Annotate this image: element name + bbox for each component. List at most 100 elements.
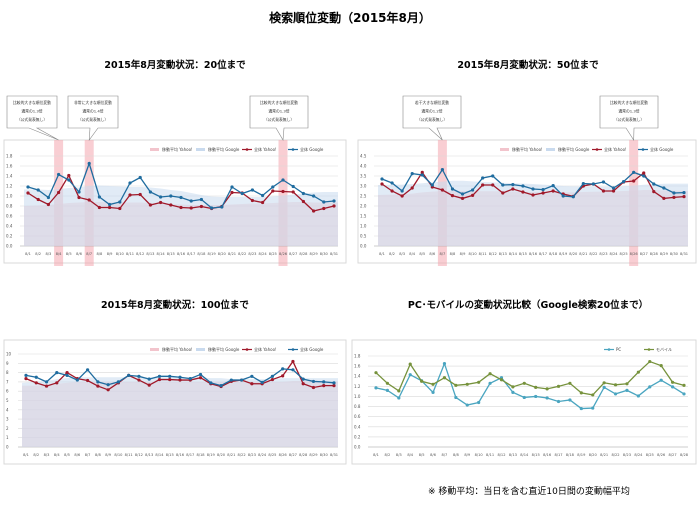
point-google xyxy=(531,187,535,191)
point-google xyxy=(430,183,434,187)
x-tick-label: 8/29 xyxy=(660,252,669,256)
point-google xyxy=(332,381,336,385)
point-yahoo xyxy=(77,195,81,200)
point-yahoo xyxy=(301,199,305,204)
x-tick-label: 8/12 xyxy=(497,453,505,457)
point-yahoo xyxy=(291,359,295,364)
point-yahoo xyxy=(270,377,274,382)
point-google xyxy=(108,202,112,207)
point-google xyxy=(260,380,264,384)
point-mobile xyxy=(420,379,424,383)
x-tick-label: 8/1 xyxy=(379,252,385,256)
x-tick-label: 8/25 xyxy=(269,252,277,256)
point-yahoo xyxy=(521,190,525,194)
point-yahoo xyxy=(460,196,465,200)
point-google xyxy=(332,199,336,203)
x-tick-label: 8/18 xyxy=(566,453,575,457)
x-tick-label: 8/1 xyxy=(373,453,379,457)
point-google xyxy=(291,184,295,189)
point-yahoo xyxy=(501,191,505,195)
point-google xyxy=(662,186,666,190)
x-tick-label: 8/23 xyxy=(248,252,256,256)
point-mobile xyxy=(591,393,595,397)
point-yahoo xyxy=(250,198,254,203)
y-tick-label: 3.0 xyxy=(360,184,367,189)
point-google xyxy=(420,173,424,177)
point-google xyxy=(491,174,495,178)
point-yahoo xyxy=(189,206,193,210)
legend-label: PC xyxy=(616,347,621,352)
legend-swatch xyxy=(546,148,555,151)
x-tick-label: 8/15 xyxy=(167,252,175,256)
point-mobile xyxy=(477,380,481,384)
x-tick-label: 8/27 xyxy=(289,252,297,256)
x-tick-label: 8/24 xyxy=(258,453,267,457)
x-tick-label: 8/10 xyxy=(469,252,478,256)
point-google xyxy=(460,192,465,196)
y-tick-label: 1.8 xyxy=(6,154,13,159)
area-google_avg xyxy=(22,377,338,447)
x-tick-label: 8/28 xyxy=(650,252,659,256)
callout-text: （公式発表無し） xyxy=(614,117,644,122)
point-pc xyxy=(602,385,606,389)
point-yahoo xyxy=(106,388,110,392)
point-mobile xyxy=(397,389,401,393)
point-google xyxy=(281,367,285,371)
x-tick-label: 8/10 xyxy=(475,453,484,457)
point-yahoo xyxy=(632,179,636,183)
x-tick-label: 8/20 xyxy=(589,453,598,457)
point-google xyxy=(652,182,656,186)
point-google xyxy=(240,378,244,382)
y-tick-label: 2.0 xyxy=(360,204,367,209)
x-tick-label: 8/6 xyxy=(74,453,80,457)
point-google xyxy=(622,180,626,184)
x-tick-label: 8/20 xyxy=(569,252,578,256)
callout-text: 若干大きな順位変動 xyxy=(415,100,449,105)
point-yahoo xyxy=(682,195,686,199)
point-pc xyxy=(465,403,469,407)
point-google xyxy=(440,168,444,172)
callout-text: 通常の1.2倍 xyxy=(421,109,442,114)
x-tick-label: 8/25 xyxy=(646,453,654,457)
x-tick-label: 8/8 xyxy=(453,453,459,457)
legend-swatch xyxy=(196,348,205,351)
point-pc xyxy=(534,394,538,399)
point-yahoo xyxy=(118,206,122,211)
point-google xyxy=(57,172,61,177)
x-tick-label: 8/16 xyxy=(529,252,538,256)
point-yahoo xyxy=(87,198,91,202)
x-tick-label: 8/3 xyxy=(399,252,405,256)
point-pc xyxy=(556,399,561,404)
point-google xyxy=(137,374,141,378)
legend-label: 移動平均 Google xyxy=(208,146,240,152)
point-google xyxy=(270,374,274,378)
point-yahoo xyxy=(250,382,254,386)
x-tick-label: 8/17 xyxy=(187,252,195,256)
y-tick-label: 2.5 xyxy=(360,194,367,199)
point-google xyxy=(611,186,616,190)
x-tick-label: 8/29 xyxy=(310,252,319,256)
point-google xyxy=(642,174,646,178)
y-tick-label: 4.5 xyxy=(360,154,367,159)
x-tick-label: 8/4 xyxy=(54,453,60,457)
x-tick-label: 8/5 xyxy=(419,453,425,457)
legend-swatch xyxy=(150,348,159,351)
x-tick-label: 8/12 xyxy=(136,252,144,256)
x-tick-label: 8/30 xyxy=(320,453,329,457)
point-yahoo xyxy=(169,203,173,207)
x-tick-label: 8/22 xyxy=(589,252,597,256)
point-mobile xyxy=(625,382,629,386)
point-google xyxy=(34,375,38,379)
y-tick-label: 4.0 xyxy=(360,164,367,169)
point-pc xyxy=(385,388,390,392)
point-google xyxy=(198,372,203,377)
y-tick-label: 6 xyxy=(6,389,9,394)
y-tick-label: 10 xyxy=(6,352,12,357)
point-yahoo xyxy=(198,376,203,380)
x-tick-label: 8/21 xyxy=(228,252,236,256)
point-yahoo xyxy=(86,378,90,383)
point-yahoo xyxy=(511,187,515,191)
x-tick-label: 8/27 xyxy=(669,453,677,457)
point-mobile xyxy=(545,387,549,391)
